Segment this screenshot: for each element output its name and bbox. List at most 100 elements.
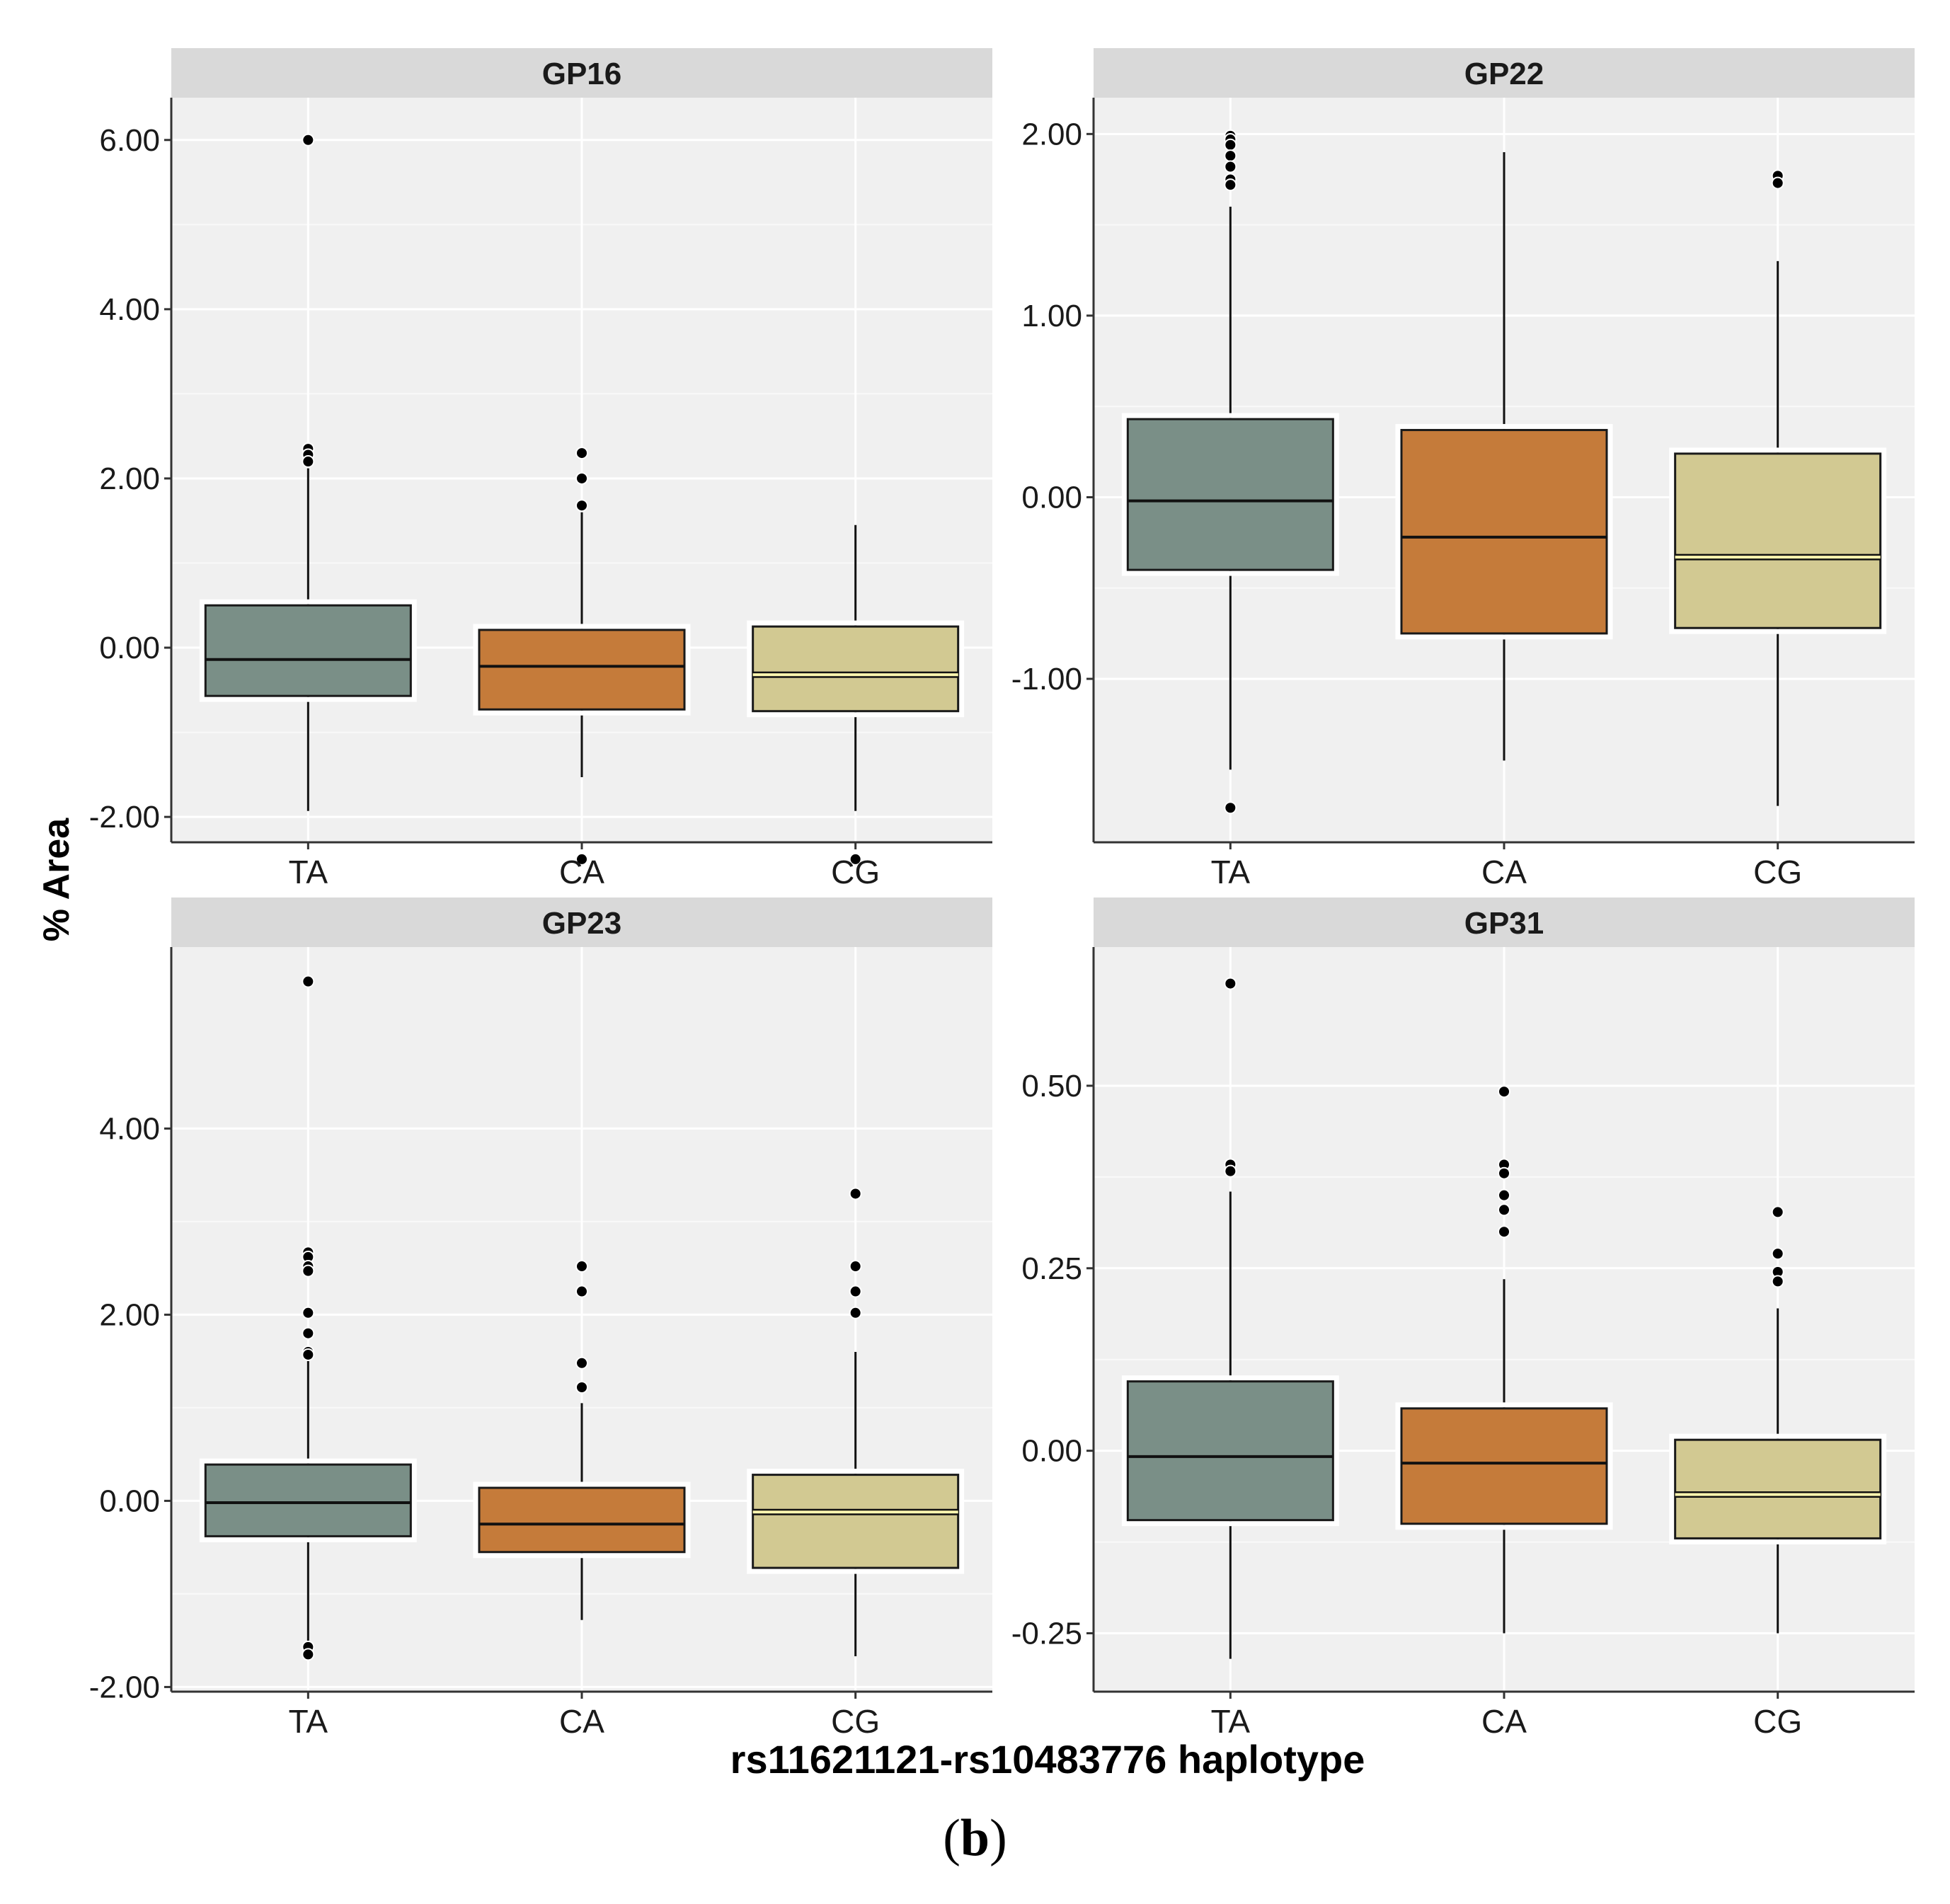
outlier-point: [302, 1306, 315, 1319]
x-tick-label: TA: [289, 1703, 328, 1740]
y-tick-label: 2.00: [99, 1297, 160, 1332]
outlier-point: [849, 1285, 862, 1298]
box-glow: [1669, 447, 1887, 634]
y-tick-label: 4.00: [99, 292, 160, 327]
box-body: [1674, 452, 1882, 629]
outlier-point: [302, 1326, 315, 1340]
outlier-point: [302, 455, 315, 469]
x-tick-label: CA: [559, 1703, 604, 1740]
box-glow: [747, 620, 965, 718]
outlier-point: [302, 1648, 315, 1661]
box-glow: [199, 1458, 417, 1542]
y-axis-title: % Area: [36, 818, 77, 941]
box-body: [478, 629, 686, 711]
x-tick-label: CG: [1753, 854, 1802, 890]
outlier-point: [302, 975, 315, 988]
outlier-point: [575, 1356, 588, 1370]
y-tick-label: 4.00: [99, 1111, 160, 1146]
y-tick-label: -1.00: [1011, 662, 1082, 696]
outlier-point: [575, 1380, 588, 1394]
x-tick-label: TA: [289, 854, 328, 890]
outlier-point: [1224, 1164, 1237, 1178]
box-glow: [1669, 1433, 1887, 1544]
y-tick-label: 2.00: [1021, 117, 1082, 151]
outlier-point: [1224, 977, 1237, 990]
outlier-point: [849, 1306, 862, 1319]
outlier-point: [575, 447, 588, 460]
y-tick-label: 1.00: [1021, 299, 1082, 333]
facet-title: GP31: [1464, 906, 1544, 941]
facet-gp23: GP23 -2.00 0.00 2.00 4.00 TA CA CG: [89, 897, 992, 1740]
box-ca: [473, 1260, 691, 1620]
box-body: [752, 1474, 960, 1569]
outlier-point: [575, 1260, 588, 1273]
x-tick-label: CG: [831, 854, 880, 890]
box-cg: [1669, 1205, 1887, 1634]
box-glow: [1121, 1375, 1339, 1527]
box-ca: [473, 447, 691, 866]
outlier-point: [575, 852, 588, 866]
x-tick-label: TA: [1211, 854, 1251, 890]
outlier-point: [1498, 1166, 1510, 1180]
y-tick-label: 0.50: [1021, 1069, 1082, 1103]
outlier-point: [849, 1260, 862, 1273]
outlier-point: [849, 1187, 862, 1200]
outlier-point: [575, 471, 588, 485]
outlier-point: [1771, 1275, 1784, 1288]
y-tick-label: 0.00: [1021, 480, 1082, 515]
box-body: [204, 604, 412, 697]
x-tick-label: CA: [1481, 854, 1527, 890]
box-glow: [199, 599, 417, 702]
box-body: [478, 1486, 686, 1554]
box-glow: [473, 624, 691, 716]
box-body: [1400, 429, 1608, 635]
facet-strip: [1094, 48, 1915, 98]
box-ca: [1395, 1085, 1613, 1634]
y-tick-label: 0.00: [99, 631, 160, 665]
facet-title: GP23: [542, 906, 622, 941]
box-glow: [747, 1469, 965, 1574]
x-tick-label: CG: [1753, 1703, 1802, 1740]
box-cg: [1669, 169, 1887, 806]
y-tick-label: 0.00: [99, 1484, 160, 1518]
outlier-point: [1224, 160, 1237, 173]
outlier-point: [302, 133, 315, 147]
outlier-point: [1498, 1225, 1510, 1239]
facet-strip: [171, 48, 992, 98]
outlier-point: [302, 1348, 315, 1361]
facet-gp31: GP31 -0.25 0.00 0.25 0.50 TA CA CG: [1011, 897, 1915, 1740]
box-glow: [1395, 1402, 1613, 1530]
box-glow: [1121, 413, 1339, 576]
x-tick-label: TA: [1211, 1703, 1251, 1740]
outlier-point: [1224, 178, 1237, 192]
y-tick-label: 6.00: [99, 123, 160, 158]
box-cg: [747, 1187, 965, 1657]
outlier-point: [1771, 1247, 1784, 1261]
outlier-point: [1498, 1085, 1510, 1099]
y-tick-label: -0.25: [1011, 1616, 1082, 1651]
x-axis-title: rs11621121-rs10483776 haplotype: [730, 1737, 1365, 1782]
outlier-point: [849, 852, 862, 866]
box-body: [1400, 1407, 1608, 1525]
y-tick-label: -2.00: [89, 800, 160, 835]
box-body: [1674, 1438, 1882, 1539]
y-tick-label: 0.00: [1021, 1434, 1082, 1469]
outlier-point: [1771, 176, 1784, 190]
y-tick-label: 2.00: [99, 461, 160, 496]
facet-grid: GP16 -2.00 0.00 2.00 4.00 6.00 TA CA CG GP22 -1.00…: [89, 48, 1915, 1740]
facet-title: GP22: [1464, 57, 1544, 91]
box-body: [752, 625, 960, 713]
outlier-point: [1771, 1205, 1784, 1219]
outlier-point: [1498, 1188, 1510, 1202]
box-cg: [747, 524, 965, 866]
outlier-point: [1224, 801, 1237, 815]
outlier-point: [1498, 1203, 1510, 1217]
box-ta: [1121, 977, 1339, 1659]
box-glow: [1395, 424, 1613, 640]
facet-strip: [1094, 897, 1915, 947]
outlier-point: [302, 1264, 315, 1278]
box-body: [204, 1463, 412, 1537]
outlier-point: [575, 499, 588, 512]
x-tick-label: CA: [559, 854, 604, 890]
